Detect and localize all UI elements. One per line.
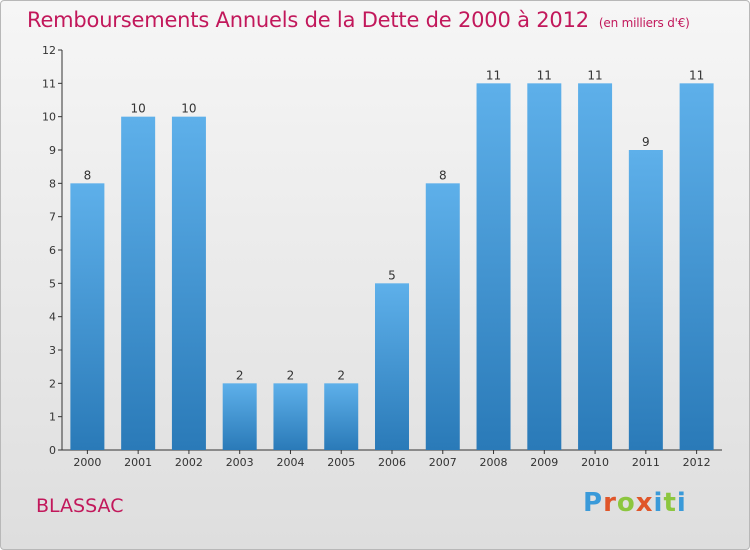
- y-tick-label: 9: [49, 144, 56, 157]
- x-tick-label-2011: 2011: [632, 456, 660, 469]
- bar-2004: [273, 383, 308, 450]
- x-tick-label-2000: 2000: [73, 456, 101, 469]
- value-label-2008: 11: [486, 68, 501, 82]
- x-tick-label-2001: 2001: [124, 456, 152, 469]
- x-tick-label-2005: 2005: [327, 456, 355, 469]
- logo-letter: o: [616, 488, 636, 518]
- chart-title: Remboursements Annuels de la Dette de 20…: [27, 8, 690, 32]
- y-tick-label: 7: [49, 211, 56, 224]
- value-label-2000: 8: [84, 168, 92, 182]
- value-label-2010: 11: [587, 68, 602, 82]
- value-label-2009: 11: [537, 68, 552, 82]
- logo-letter: i: [653, 488, 664, 518]
- y-tick-label: 4: [49, 311, 56, 324]
- value-label-2004: 2: [287, 368, 295, 382]
- x-tick-label-2012: 2012: [683, 456, 711, 469]
- proxiti-logo: Proxiti: [583, 488, 687, 518]
- value-label-2003: 2: [236, 368, 244, 382]
- bar-2002: [171, 116, 206, 451]
- bar-2003: [222, 383, 257, 450]
- y-tick-label: 11: [42, 77, 56, 90]
- value-label-2006: 5: [388, 268, 396, 282]
- y-tick-label: 0: [49, 444, 56, 457]
- x-tick-label-2002: 2002: [175, 456, 203, 469]
- x-tick-label-2010: 2010: [581, 456, 609, 469]
- y-tick-label: 2: [49, 377, 56, 390]
- bar-2006: [375, 283, 409, 450]
- x-tick-label-2004: 2004: [276, 456, 304, 469]
- bar-2011: [628, 150, 663, 450]
- x-tick-label-2008: 2008: [480, 456, 508, 469]
- bar-2012: [679, 83, 714, 450]
- bar-2010: [578, 83, 613, 450]
- y-tick-label: 12: [42, 44, 56, 57]
- logo-letter: P: [583, 488, 604, 518]
- logo-letter: x: [635, 488, 654, 518]
- y-tick-label: 8: [49, 177, 56, 190]
- value-label-2002: 10: [181, 102, 196, 116]
- bar-2007: [425, 183, 460, 451]
- value-label-2005: 2: [337, 368, 345, 382]
- x-tick-label-2009: 2009: [530, 456, 558, 469]
- logo-letter: i: [676, 488, 687, 518]
- logo-letter: t: [663, 488, 677, 518]
- x-tick-label-2007: 2007: [429, 456, 457, 469]
- y-tick-label: 3: [49, 344, 56, 357]
- y-tick-label: 10: [42, 111, 56, 124]
- y-tick-label: 5: [49, 277, 56, 290]
- value-label-2001: 10: [131, 102, 146, 116]
- bar-2001: [121, 116, 156, 451]
- bar-2009: [527, 83, 562, 450]
- y-tick-label: 6: [49, 244, 56, 257]
- commune-name: BLASSAC: [36, 495, 124, 517]
- chart-subtitle: (en milliers d'€): [598, 16, 690, 30]
- value-label-2007: 8: [439, 168, 447, 182]
- bar-2000: [70, 183, 105, 451]
- value-label-2011: 9: [642, 135, 650, 149]
- logo-letter: r: [603, 488, 617, 518]
- bar-2008: [476, 83, 511, 450]
- x-tick-label-2006: 2006: [378, 456, 406, 469]
- y-tick-label: 1: [49, 411, 56, 424]
- bar-2005: [324, 383, 359, 450]
- chart-title-text: Remboursements Annuels de la Dette de 20…: [27, 8, 589, 32]
- value-label-2012: 11: [689, 68, 704, 82]
- x-tick-label-2003: 2003: [226, 456, 254, 469]
